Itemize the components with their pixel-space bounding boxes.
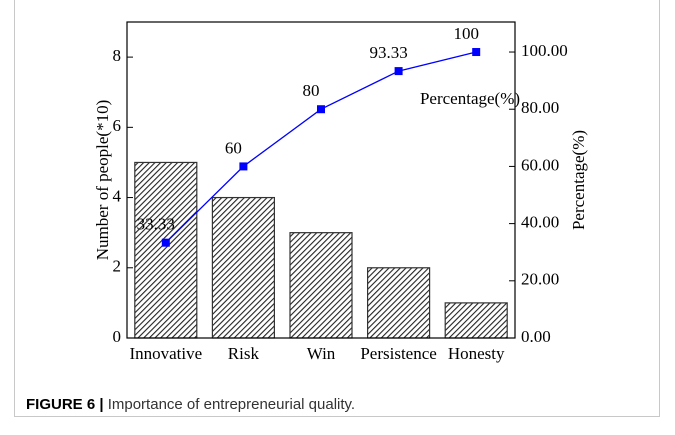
y2-tick-label: 60.00: [521, 155, 559, 174]
line-marker: [161, 238, 170, 247]
y2-tick-label: 0.00: [521, 327, 551, 346]
figure-frame: [14, 0, 660, 417]
chart: Number of people(*10) Percentage(%) 0 2 4 6…: [93, 21, 588, 363]
bar: [134, 161, 198, 339]
bar: [211, 196, 275, 339]
bar: [367, 267, 431, 339]
y-tick-label: 2: [113, 257, 122, 276]
x-tick-label: Innovative: [129, 344, 202, 363]
caption-label: FIGURE 6 |: [26, 396, 104, 413]
y2-tick-label: 40.00: [521, 213, 559, 232]
series-label: Percentage(%): [420, 89, 520, 108]
data-label: 100: [453, 24, 479, 43]
line-marker: [317, 105, 325, 114]
x-tick-label: Risk: [228, 344, 260, 363]
x-tick-label: Persistence: [360, 344, 436, 363]
bar: [444, 302, 508, 339]
y-tick-label: 0: [113, 327, 122, 346]
y2-tick-label: 100.00: [521, 41, 568, 60]
data-label: 93.33: [369, 43, 407, 62]
line-marker: [472, 48, 481, 57]
y-tick-label: 4: [113, 186, 122, 205]
data-label: 33.33: [137, 215, 175, 234]
y2-axis-title: Percentage(%): [569, 130, 588, 230]
bar: [289, 232, 353, 339]
y2-tick-label: 20.00: [521, 270, 559, 289]
x-tick-label: Win: [307, 344, 336, 363]
data-label: 80: [303, 81, 320, 100]
line-marker: [239, 162, 248, 171]
y-axis-title: Number of people(*10): [93, 100, 112, 261]
y2-tick-label: 80.00: [521, 98, 559, 117]
y-tick-label: 8: [113, 46, 122, 65]
y-tick-label: 6: [113, 116, 122, 135]
caption: FIGURE 6 | Importance of entrepreneurial…: [26, 396, 355, 413]
line-marker: [394, 67, 403, 76]
plot-frame: [126, 21, 516, 339]
data-label: 60: [225, 138, 242, 157]
x-tick-label: Honesty: [448, 344, 505, 363]
caption-text: Importance of entrepreneurial quality.: [103, 396, 356, 413]
